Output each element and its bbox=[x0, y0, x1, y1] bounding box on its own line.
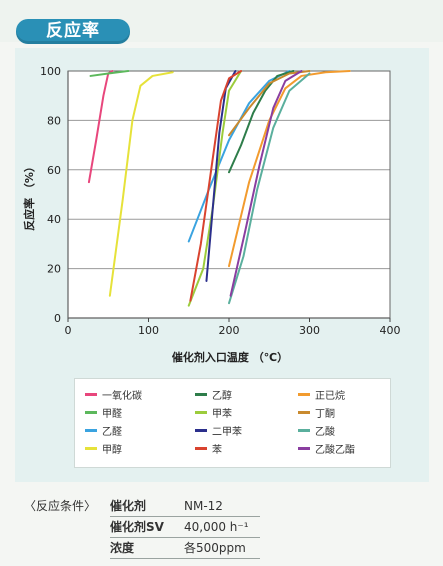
legend-item: 丁酮 bbox=[298, 405, 335, 420]
legend-item: 甲醛 bbox=[85, 405, 122, 420]
y-tick-label: 100 bbox=[40, 65, 61, 78]
series-line-12 bbox=[229, 70, 303, 297]
x-tick-label: 100 bbox=[138, 324, 159, 337]
legend-swatch bbox=[298, 392, 310, 396]
legend-label: 乙醇 bbox=[212, 390, 232, 402]
condition-row-catalyst: 催化剂 NM-12 bbox=[110, 496, 260, 517]
x-tick-label: 300 bbox=[299, 324, 320, 337]
legend: 一氧化碳 乙醇 正已烷甲醛 甲苯 丁酮乙醛 二甲苯 乙酸甲醇 苯 乙酸乙酯 bbox=[74, 378, 391, 468]
legend-swatch bbox=[298, 428, 310, 432]
x-tick-label: 400 bbox=[380, 324, 401, 337]
legend-label: 甲苯 bbox=[212, 408, 232, 420]
legend-swatch bbox=[195, 410, 207, 414]
legend-item: 正已烷 bbox=[298, 387, 345, 402]
legend-swatch bbox=[298, 410, 310, 414]
x-tick-label: 0 bbox=[65, 324, 72, 337]
tick-labels: 0 100 200 300 400 0 20 40 60 80 100 bbox=[40, 65, 401, 337]
x-tick-label: 200 bbox=[219, 324, 240, 337]
condition-key: 催化剂SV bbox=[110, 520, 164, 534]
legend-item: 苯 bbox=[195, 441, 222, 456]
condition-key: 浓度 bbox=[110, 541, 135, 555]
legend-item: 乙醛 bbox=[85, 423, 122, 438]
section-title: 反应率 bbox=[46, 21, 100, 41]
condition-value: NM-12 bbox=[184, 499, 223, 513]
legend-swatch bbox=[85, 428, 97, 432]
y-tick-label: 60 bbox=[47, 164, 61, 177]
condition-value: 40,000 h⁻¹ bbox=[184, 520, 249, 534]
series-line-8 bbox=[189, 70, 243, 302]
section-title-tab: 反应率 bbox=[16, 19, 130, 44]
legend-swatch bbox=[195, 428, 207, 432]
legend-item: 甲醇 bbox=[85, 441, 122, 456]
legend-swatch bbox=[195, 446, 207, 450]
legend-label: 乙酸乙酯 bbox=[315, 444, 355, 456]
legend-label: 正已烷 bbox=[315, 390, 345, 402]
series-line-9 bbox=[228, 70, 351, 268]
legend-item: 乙醇 bbox=[195, 387, 232, 402]
conditions-heading: 〈反应条件〉 bbox=[24, 499, 97, 513]
legend-label: 乙酸 bbox=[315, 426, 335, 438]
x-axis-label: 催化剂入口温度 （℃） bbox=[172, 350, 288, 364]
y-tick-label: 40 bbox=[47, 213, 61, 226]
y-tick-label: 20 bbox=[47, 263, 61, 276]
y-axis-label: 反应率 （%） bbox=[22, 161, 36, 231]
legend-label: 二甲苯 bbox=[212, 426, 242, 438]
legend-swatch bbox=[85, 446, 97, 450]
legend-label: 甲醛 bbox=[102, 408, 122, 420]
condition-value: 各500ppm bbox=[184, 541, 246, 555]
series-line-2 bbox=[89, 70, 130, 77]
series-line-7 bbox=[205, 70, 237, 282]
plot-area bbox=[68, 71, 390, 318]
legend-item: 甲苯 bbox=[195, 405, 232, 420]
legend-label: 乙醛 bbox=[102, 426, 122, 438]
y-tick-label: 0 bbox=[54, 312, 61, 325]
legend-item: 二甲苯 bbox=[195, 423, 242, 438]
legend-swatch bbox=[298, 446, 310, 450]
series-line-4 bbox=[108, 71, 174, 297]
gridlines bbox=[68, 70, 390, 318]
reaction-conditions: 〈反应条件〉 催化剂 NM-12 催化剂SV 40,000 h⁻¹ 浓度 各50… bbox=[24, 496, 284, 560]
legend-swatch bbox=[195, 392, 207, 396]
series-line-6 bbox=[187, 70, 243, 307]
legend-item: 一氧化碳 bbox=[85, 387, 142, 402]
legend-item: 乙酸 bbox=[298, 423, 335, 438]
legend-label: 甲醇 bbox=[102, 444, 122, 456]
legend-label: 苯 bbox=[212, 444, 222, 456]
legend-label: 丁酮 bbox=[315, 408, 335, 420]
legend-label: 一氧化碳 bbox=[102, 390, 142, 402]
y-tick-label: 80 bbox=[47, 114, 61, 127]
legend-swatch bbox=[85, 410, 97, 414]
reaction-rate-chart: 0 100 200 300 400 0 20 40 60 80 100 催化剂入口温度 （℃） 反应… bbox=[22, 65, 401, 364]
series-line-5 bbox=[228, 70, 295, 174]
condition-row-sv: 催化剂SV 40,000 h⁻¹ bbox=[110, 517, 260, 538]
legend-item: 乙酸乙酯 bbox=[298, 441, 355, 456]
series-line-10 bbox=[228, 70, 311, 137]
condition-key: 催化剂 bbox=[110, 499, 147, 513]
legend-swatch bbox=[85, 392, 97, 396]
condition-row-concentration: 浓度 各500ppm bbox=[110, 538, 260, 559]
series-lines bbox=[87, 70, 351, 307]
series-line-11 bbox=[228, 72, 311, 305]
